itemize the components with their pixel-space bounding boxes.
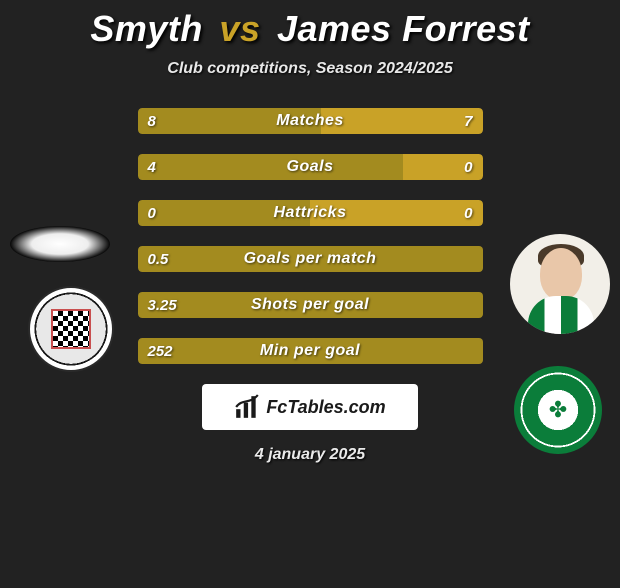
stat-row: 00Hattricks xyxy=(138,200,483,226)
avatar-shirt xyxy=(528,296,594,334)
stat-row: 40Goals xyxy=(138,154,483,180)
stat-label: Hattricks xyxy=(138,200,483,226)
stat-bars: 87Matches 40Goals 00Hattricks 0.5Goals per … xyxy=(138,108,483,364)
stat-label: Goals per match xyxy=(138,246,483,272)
avatar-head xyxy=(540,248,582,300)
date-text: 4 january 2025 xyxy=(0,446,620,464)
crest-checker xyxy=(51,309,91,349)
stat-label: Min per goal xyxy=(138,338,483,364)
bar-chart-icon xyxy=(234,394,260,420)
stat-row: 252Min per goal xyxy=(138,338,483,364)
title-vs: vs xyxy=(219,8,260,49)
title-player2: James Forrest xyxy=(277,8,530,49)
comparison-content: ✤ 87Matches 40Goals 00Hattricks 0.5Goals pe… xyxy=(0,108,620,464)
stat-row: 0.5Goals per match xyxy=(138,246,483,272)
player1-club-crest xyxy=(28,286,114,372)
player2-avatar xyxy=(510,234,610,334)
player1-avatar xyxy=(10,226,110,262)
title-player1: Smyth xyxy=(90,8,203,49)
branding-text: FcTables.com xyxy=(266,397,385,418)
stat-row: 3.25Shots per goal xyxy=(138,292,483,318)
stat-label: Shots per goal xyxy=(138,292,483,318)
stat-row: 87Matches xyxy=(138,108,483,134)
branding-badge: FcTables.com xyxy=(202,384,418,430)
four-leaf-clover-icon: ✤ xyxy=(549,397,567,423)
stat-label: Matches xyxy=(138,108,483,134)
page-title: Smyth vs James Forrest xyxy=(0,8,620,50)
subtitle: Club competitions, Season 2024/2025 xyxy=(0,60,620,78)
stat-label: Goals xyxy=(138,154,483,180)
player2-club-crest: ✤ xyxy=(514,366,602,454)
